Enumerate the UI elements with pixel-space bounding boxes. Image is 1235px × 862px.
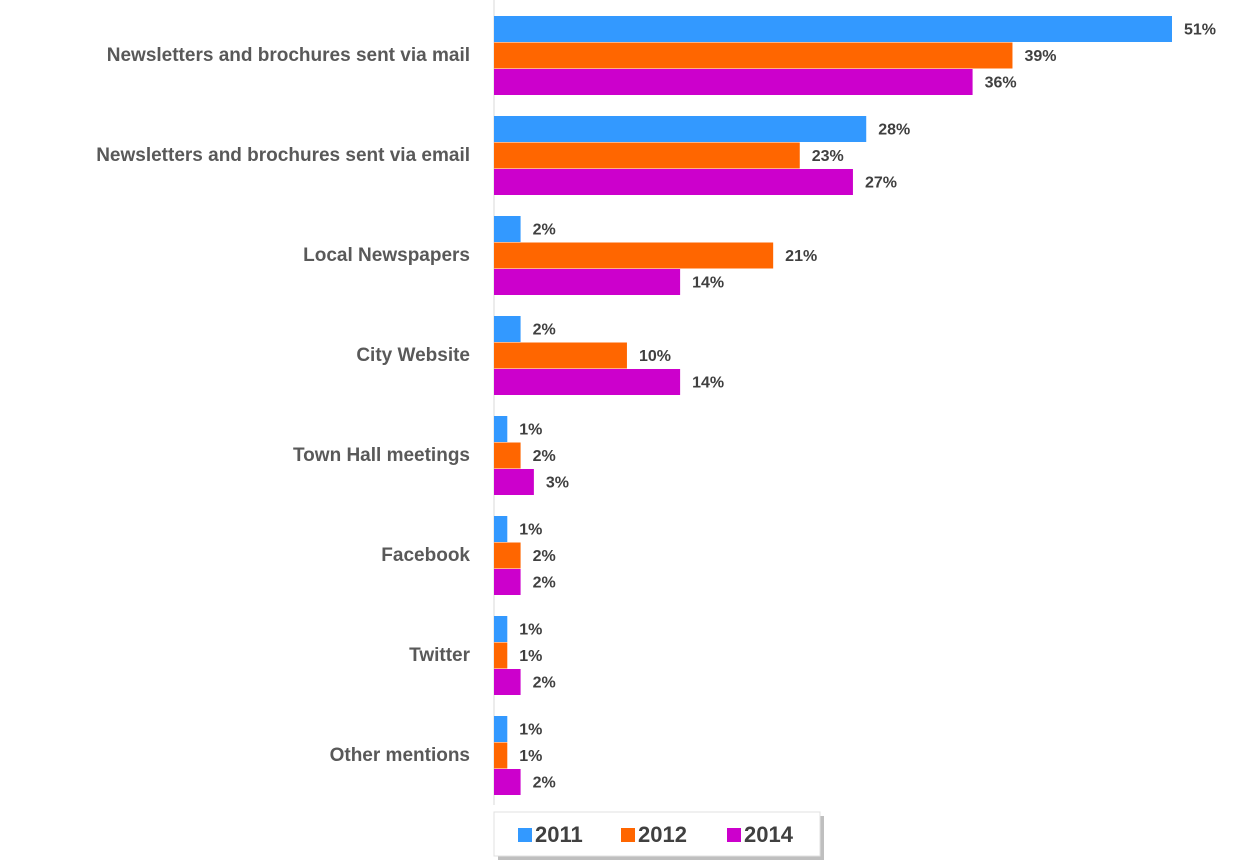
bar: [494, 142, 800, 169]
bar: [494, 442, 521, 469]
value-label: 2%: [533, 574, 556, 591]
legend-label: 2011: [535, 822, 583, 847]
bar: [494, 169, 853, 195]
bar: [494, 716, 508, 742]
value-label: 2%: [533, 221, 556, 238]
bar: [494, 316, 521, 342]
value-label: 39%: [1024, 48, 1056, 65]
bar: [494, 16, 1172, 42]
value-label: 1%: [519, 648, 542, 665]
value-label: 28%: [878, 121, 910, 138]
bar: [494, 369, 681, 395]
value-label: 1%: [519, 421, 542, 438]
bar: [494, 569, 521, 595]
value-label: 1%: [519, 521, 542, 538]
bar: [494, 616, 508, 642]
category-label: Facebook: [381, 545, 470, 566]
legend-swatch: [518, 828, 532, 842]
value-label: 51%: [1184, 21, 1216, 38]
value-label: 27%: [865, 174, 897, 191]
bar: [494, 469, 534, 495]
category-label: Other mentions: [330, 745, 470, 766]
value-label: 14%: [692, 274, 724, 291]
value-label: 21%: [785, 248, 817, 265]
bar: [494, 416, 508, 442]
value-label: 14%: [692, 374, 724, 391]
bar: [494, 516, 508, 542]
legend-box: [493, 811, 821, 857]
value-label: 1%: [519, 721, 542, 738]
value-label: 36%: [985, 74, 1017, 91]
value-label: 2%: [533, 548, 556, 565]
value-label: 3%: [546, 474, 569, 491]
value-label: 2%: [533, 774, 556, 791]
bar: [494, 269, 681, 295]
legend-label: 2012: [638, 822, 687, 847]
category-label: Twitter: [409, 645, 470, 666]
bar: [494, 769, 521, 795]
value-label: 1%: [519, 621, 542, 638]
bar: [494, 642, 508, 669]
value-label: 1%: [519, 748, 542, 765]
legend-swatch: [621, 828, 635, 842]
legend-label: 2014: [744, 822, 794, 847]
bar: [494, 742, 508, 769]
category-label: Local Newspapers: [303, 245, 470, 266]
category-label: Town Hall meetings: [293, 445, 470, 466]
category-label: City Website: [356, 345, 470, 366]
bar: [494, 669, 521, 695]
bar: [494, 342, 627, 369]
bar: [494, 242, 774, 269]
bar: [494, 216, 521, 242]
value-label: 2%: [533, 321, 556, 338]
category-label: Newsletters and brochures sent via mail: [107, 45, 470, 66]
bar: [494, 69, 973, 95]
value-label: 23%: [812, 148, 844, 165]
value-label: 2%: [533, 448, 556, 465]
category-label: Newsletters and brochures sent via email: [96, 145, 470, 166]
bar: [494, 542, 521, 569]
legend-swatch: [727, 828, 741, 842]
bar: [494, 42, 1013, 69]
value-label: 10%: [639, 348, 671, 365]
bar: [494, 116, 867, 142]
value-label: 2%: [533, 674, 556, 691]
